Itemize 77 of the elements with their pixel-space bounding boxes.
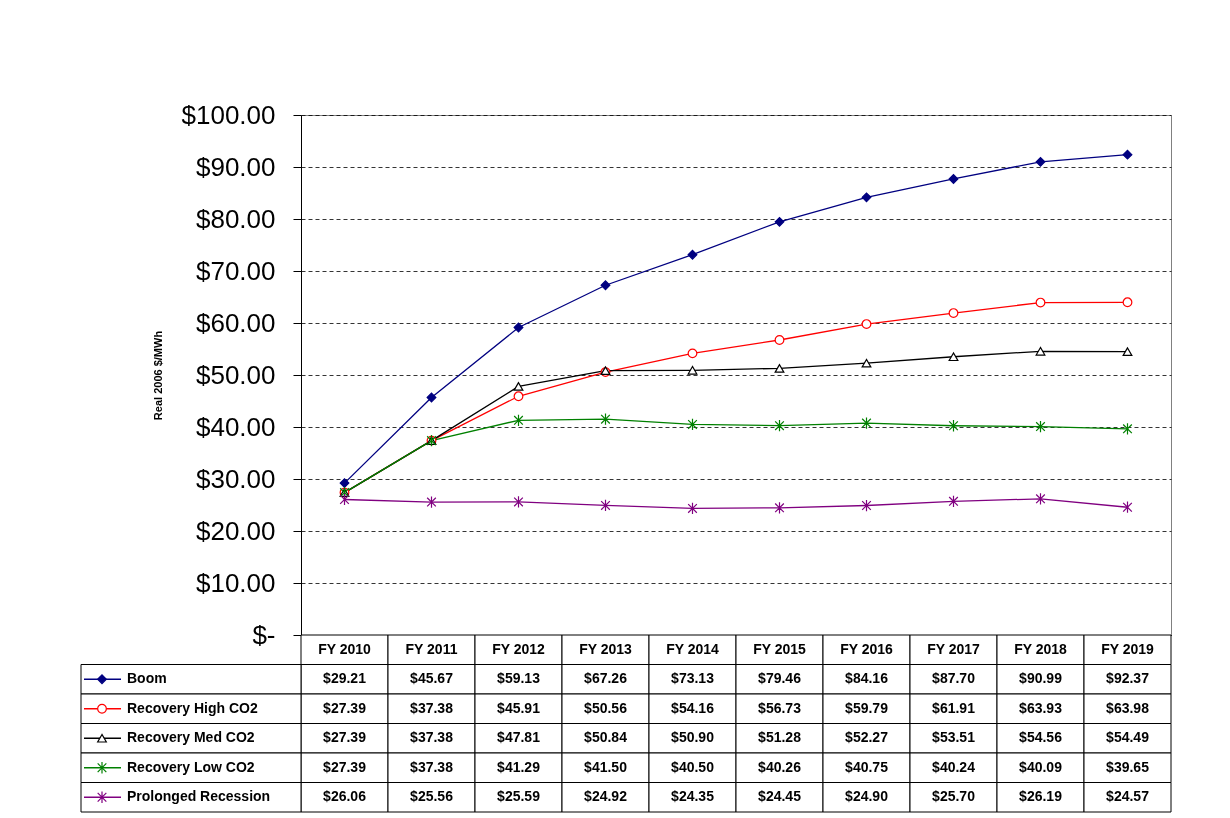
data-label: $61.91 (932, 699, 976, 716)
data-label: $67.26 (584, 670, 628, 687)
y-tick-label: $30.00 (195, 463, 276, 494)
y-tick-label: $100.00 (181, 99, 276, 130)
data-label: $24.92 (584, 788, 628, 805)
y-tick-label: $40.00 (195, 411, 276, 442)
legend-label: Prolonged Recession (127, 788, 271, 805)
data-label: $41.50 (584, 758, 628, 775)
data-label: $24.45 (758, 788, 802, 805)
legend-label: Boom (127, 670, 167, 687)
data-label: $26.19 (1019, 788, 1063, 805)
data-label: $79.46 (758, 670, 802, 687)
data-label: $25.56 (410, 788, 454, 805)
y-tick-label: $10.00 (195, 567, 276, 598)
data-label: $24.90 (845, 788, 889, 805)
data-label: $41.29 (497, 758, 541, 775)
data-label: $90.99 (1019, 670, 1063, 687)
data-label: $40.75 (845, 758, 889, 775)
data-label: $54.56 (1019, 729, 1063, 746)
data-label: $40.09 (1019, 758, 1063, 775)
data-label: $24.57 (1106, 788, 1150, 805)
legend-label: Recovery Low CO2 (127, 758, 255, 775)
data-label: $24.35 (671, 788, 715, 805)
data-label: $52.27 (845, 729, 889, 746)
data-label: $37.38 (410, 699, 454, 716)
y-tick-label: $- (252, 619, 276, 650)
data-label: $40.24 (932, 758, 976, 775)
data-label: $51.28 (758, 729, 802, 746)
data-label: $54.16 (671, 699, 715, 716)
data-label: $40.26 (758, 758, 802, 775)
x-tick-label: FY 2013 (579, 640, 633, 657)
data-label: $59.79 (845, 699, 889, 716)
y-tick-label: $50.00 (195, 359, 276, 390)
data-label: $47.81 (497, 729, 541, 746)
data-label: $45.91 (497, 699, 541, 716)
data-label: $29.21 (323, 670, 367, 687)
data-label: $54.49 (1106, 729, 1150, 746)
legend-label: Recovery High CO2 (127, 699, 258, 716)
y-axis-title: Real 2006 $/MWh (151, 330, 164, 421)
y-tick-label: $90.00 (195, 151, 276, 182)
x-tick-label: FY 2019 (1101, 640, 1155, 657)
data-label: $27.39 (323, 758, 367, 775)
data-label: $92.37 (1106, 670, 1150, 687)
data-label: $27.39 (323, 729, 367, 746)
data-label: $53.51 (932, 729, 976, 746)
y-tick-label: $20.00 (195, 515, 276, 546)
x-tick-label: FY 2018 (1014, 640, 1068, 657)
data-label: $45.67 (410, 670, 454, 687)
data-label: $25.59 (497, 788, 541, 805)
y-tick-label: $70.00 (195, 255, 276, 286)
data-label: $63.98 (1106, 699, 1150, 716)
data-label: $25.70 (932, 788, 976, 805)
y-tick-label: $60.00 (195, 307, 276, 338)
data-label: $50.84 (584, 729, 628, 746)
data-label: $27.39 (323, 699, 367, 716)
x-tick-label: FY 2012 (492, 640, 546, 657)
data-label: $50.90 (671, 729, 715, 746)
data-label: $50.56 (584, 699, 628, 716)
data-label: $84.16 (845, 670, 889, 687)
x-tick-label: FY 2010 (318, 640, 372, 657)
x-tick-label: FY 2015 (753, 640, 807, 657)
y-tick-label: $80.00 (195, 203, 276, 234)
data-label: $59.13 (497, 670, 541, 687)
data-label: $37.38 (410, 758, 454, 775)
data-label: $56.73 (758, 699, 802, 716)
data-label: $87.70 (932, 670, 976, 687)
legend-label: Recovery Med CO2 (127, 729, 255, 746)
x-tick-label: FY 2017 (927, 640, 981, 657)
x-tick-label: FY 2011 (405, 640, 458, 657)
data-label: $40.50 (671, 758, 715, 775)
data-label: $73.13 (671, 670, 715, 687)
data-label: $63.93 (1019, 699, 1063, 716)
data-label: $37.38 (410, 729, 454, 746)
data-label: $26.06 (323, 788, 367, 805)
x-tick-label: FY 2016 (840, 640, 894, 657)
data-label: $39.65 (1106, 758, 1150, 775)
x-tick-label: FY 2014 (666, 640, 720, 657)
